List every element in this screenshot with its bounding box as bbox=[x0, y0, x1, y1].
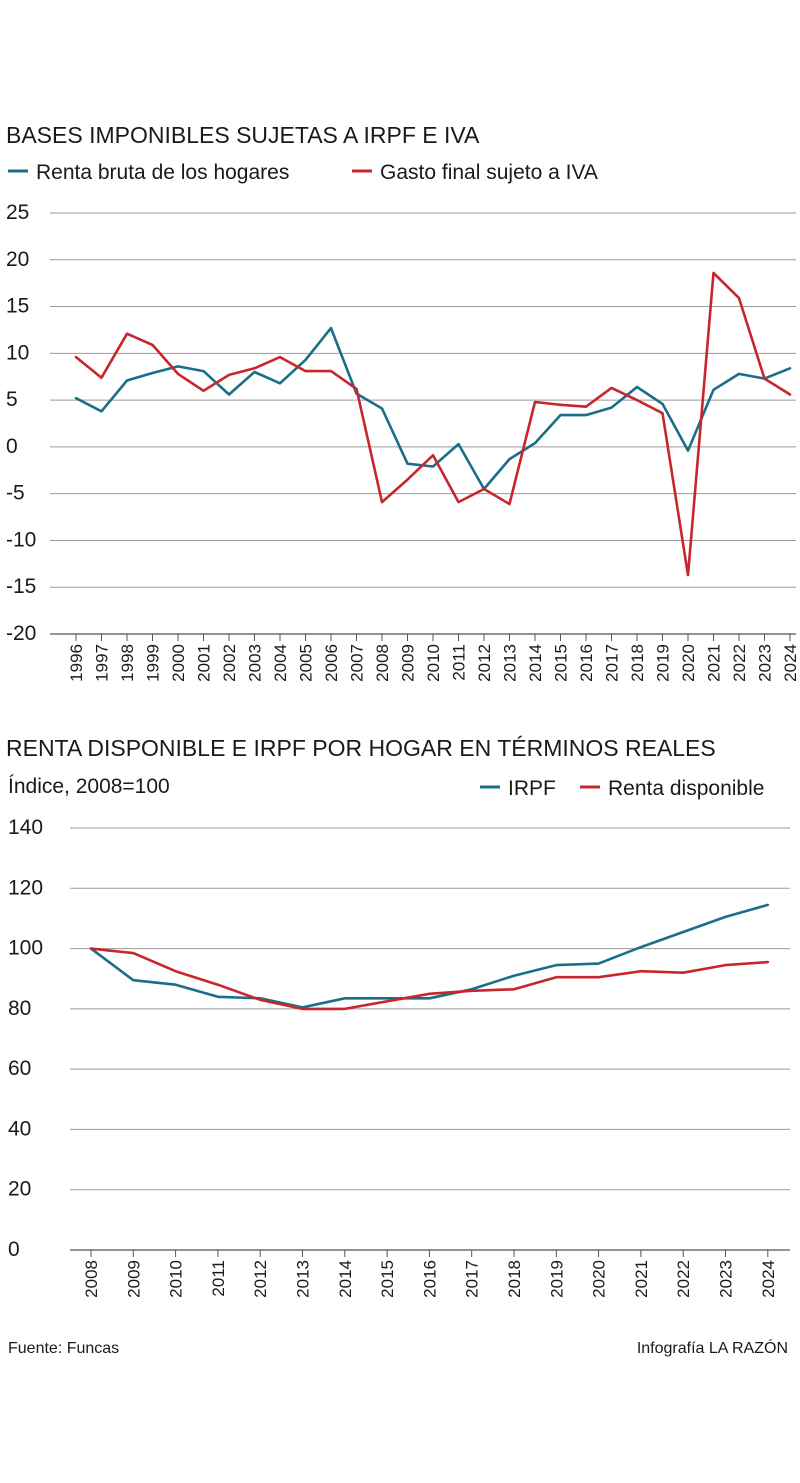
chart1-x-tick-label: 2016 bbox=[577, 644, 596, 682]
chart1-x-tick-label: 2006 bbox=[322, 644, 341, 682]
chart1-y-tick-label: 10 bbox=[6, 341, 29, 364]
chart2-subtitle: Índice, 2008=100 bbox=[8, 775, 170, 798]
chart1-x-tick-label: 2013 bbox=[501, 644, 520, 682]
chart2-x-tick-label: 2018 bbox=[505, 1260, 524, 1298]
chart2-legend-irpf: IRPF bbox=[508, 777, 556, 800]
chart1-x-tick-label: 2005 bbox=[297, 644, 316, 682]
credit-note: Infografía LA RAZÓN bbox=[637, 1338, 788, 1357]
chart2-y-tick-label: 120 bbox=[8, 876, 43, 899]
chart2-x-tick-label: 2009 bbox=[124, 1260, 143, 1298]
chart2-y-tick-label: 100 bbox=[8, 937, 43, 960]
chart2-x-tick-label: 2008 bbox=[82, 1260, 101, 1298]
chart2-x-tick-label: 2020 bbox=[590, 1260, 609, 1298]
chart2-title: RENTA DISPONIBLE E IRPF POR HOGAR EN TÉR… bbox=[6, 735, 716, 761]
chart2-legend-renta-disponible: Renta disponible bbox=[608, 777, 764, 800]
chart2-x-tick-label: 2014 bbox=[336, 1260, 355, 1298]
chart1-x-tick-label: 2023 bbox=[756, 644, 775, 682]
chart1-x-tick-label: 2008 bbox=[373, 644, 392, 682]
source-note: Fuente: Funcas bbox=[8, 1340, 119, 1357]
chart2-x-tick-label: 2011 bbox=[209, 1260, 228, 1297]
chart1-y-tick-label: -5 bbox=[6, 482, 25, 505]
chart2-x-tick-label: 2017 bbox=[463, 1260, 482, 1298]
chart1-x-tick-label: 2009 bbox=[399, 644, 418, 682]
chart2-series-line-irpf bbox=[89, 903, 770, 1009]
chart2-x-tick-label: 2016 bbox=[420, 1260, 439, 1298]
chart1-y-tick-label: -15 bbox=[6, 575, 36, 598]
chart1-y-tick-label: 0 bbox=[6, 435, 18, 458]
chart1-x-tick-label: 2017 bbox=[603, 644, 622, 682]
chart1-x-tick-label: 2024 bbox=[781, 644, 800, 682]
chart1-x-tick-label: 2019 bbox=[654, 644, 673, 682]
chart1-x-tick-label: 2022 bbox=[730, 644, 749, 682]
chart2-x-tick-label: 2023 bbox=[717, 1260, 736, 1298]
chart2-y-tick-label: 40 bbox=[8, 1117, 31, 1140]
chart1-y-tick-label: 25 bbox=[6, 201, 29, 224]
chart1-x-tick-label: 2004 bbox=[271, 644, 290, 682]
chart1-legend-gasto-final: Gasto final sujeto a IVA bbox=[380, 161, 598, 184]
chart1-title: BASES IMPONIBLES SUJETAS A IRPF E IVA bbox=[6, 122, 480, 148]
chart2-x-tick-label: 2015 bbox=[378, 1260, 397, 1298]
chart1-x-tick-label: 1999 bbox=[144, 644, 163, 682]
chart1-x-tick-label: 2007 bbox=[348, 644, 367, 682]
chart1-x-tick-label: 2001 bbox=[195, 644, 214, 682]
chart2-series-line-renta-disponible bbox=[89, 947, 770, 1011]
chart1-x-tick-label: 2011 bbox=[450, 644, 469, 681]
chart1-x-tick-label: 2014 bbox=[526, 644, 545, 682]
chart2-x-tick-label: 2013 bbox=[294, 1260, 313, 1298]
chart1-y-tick-label: 20 bbox=[6, 248, 29, 271]
chart2-y-tick-label: 20 bbox=[8, 1178, 31, 1201]
chart1-x-tick-label: 2015 bbox=[552, 644, 571, 682]
chart2-x-tick-label: 2010 bbox=[167, 1260, 186, 1298]
chart1-x-tick-label: 2021 bbox=[705, 644, 724, 682]
chart2-x-tick-label: 2022 bbox=[674, 1260, 693, 1298]
chart1-series-line-renta-bruta-de-los-hogares bbox=[74, 326, 792, 491]
chart2-y-tick-label: 60 bbox=[8, 1057, 31, 1080]
chart2-x-tick-label: 2021 bbox=[632, 1260, 651, 1298]
chart1-x-tick-label: 2012 bbox=[475, 644, 494, 682]
chart1-y-tick-label: 15 bbox=[6, 295, 29, 318]
chart1-y-tick-label: 5 bbox=[6, 388, 18, 411]
chart2-x-tick-label: 2012 bbox=[251, 1260, 270, 1298]
chart2-y-tick-label: 80 bbox=[8, 997, 31, 1020]
chart2-x-tick-label: 2019 bbox=[547, 1260, 566, 1298]
chart1-x-tick-label: 1998 bbox=[118, 644, 137, 682]
chart1-x-tick-label: 1996 bbox=[67, 644, 86, 682]
chart1-legend-renta-bruta: Renta bruta de los hogares bbox=[36, 161, 289, 184]
chart1-x-tick-label: 2010 bbox=[424, 644, 443, 682]
chart1-x-tick-label: 2002 bbox=[220, 644, 239, 682]
chart2-x-tick-label: 2024 bbox=[759, 1260, 778, 1298]
chart1-y-tick-label: -10 bbox=[6, 528, 36, 551]
chart1-x-tick-label: 1997 bbox=[93, 644, 112, 682]
chart1-x-tick-label: 2018 bbox=[628, 644, 647, 682]
chart1-x-tick-label: 2020 bbox=[679, 644, 698, 682]
chart2-y-tick-label: 0 bbox=[8, 1238, 20, 1261]
chart1-x-tick-label: 2003 bbox=[246, 644, 265, 682]
chart1-y-tick-label: -20 bbox=[6, 622, 36, 645]
chart1-x-tick-label: 2000 bbox=[169, 644, 188, 682]
chart2-plot: 140 120 100 80 60 40 20 0 2008 2009 2010 2011 2012 20… bbox=[8, 816, 790, 1298]
chart1-series-line-gasto-final-sujeto-a-iva bbox=[74, 271, 792, 577]
chart2-y-tick-label: 140 bbox=[8, 816, 43, 839]
